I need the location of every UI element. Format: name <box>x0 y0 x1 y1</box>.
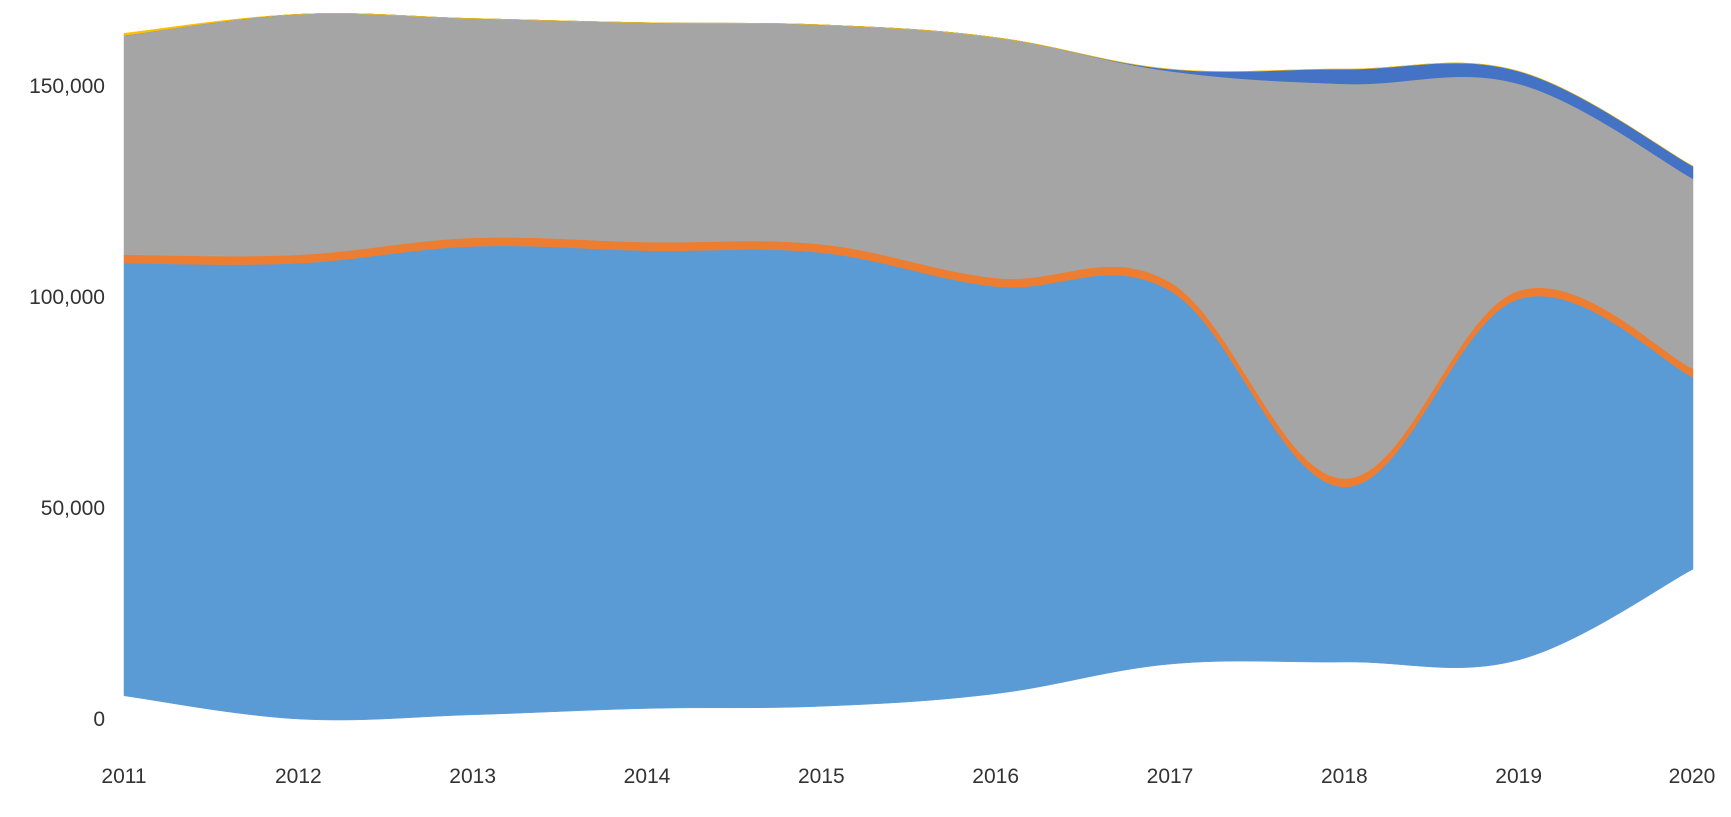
y-axis: 0 50,000 100,000 150,000 <box>29 75 105 731</box>
x-tick-label: 2013 <box>449 765 496 788</box>
x-tick-label: 2015 <box>798 765 845 788</box>
x-tick-label: 2012 <box>275 765 322 788</box>
y-tick-label: 150,000 <box>29 75 105 98</box>
y-tick-label: 0 <box>93 708 105 731</box>
series-area-5 <box>123 13 1694 167</box>
x-tick-label: 2016 <box>972 765 1019 788</box>
x-tick-label: 2020 <box>1669 765 1716 788</box>
y-tick-label: 50,000 <box>41 497 105 520</box>
x-tick-label: 2017 <box>1147 765 1194 788</box>
series-layer <box>123 13 1694 721</box>
x-axis: 2011 2012 2013 2014 2015 2016 2017 2018 2019 2020 <box>101 765 1715 788</box>
x-tick-label: 2011 <box>101 765 146 788</box>
x-tick-label: 2018 <box>1321 765 1368 788</box>
x-tick-label: 2014 <box>624 765 671 788</box>
x-tick-label: 2019 <box>1495 765 1542 788</box>
y-tick-label: 100,000 <box>29 286 105 309</box>
